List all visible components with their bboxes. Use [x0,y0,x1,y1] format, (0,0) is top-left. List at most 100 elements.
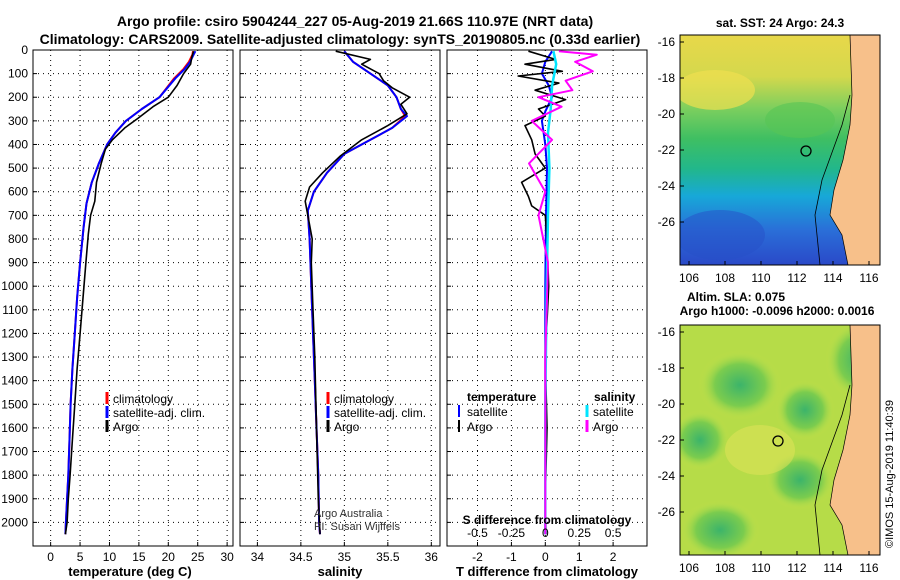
lat-tick-label: -16 [658,35,676,49]
sla-map: Altim. SLA: 0.075 Argo h1000: -0.0096 h2… [658,290,881,575]
depth-tick-label: 200 [8,90,28,104]
salinity-tick-labels: 34 34.5 35 35.5 36 [251,550,439,564]
temperature-profiles [64,50,197,535]
series-line [528,50,598,535]
lon-tick-label: 110 [751,271,770,285]
sst-bathymetry-contour [814,94,851,265]
depth-tick-label: 100 [8,67,28,81]
legend-salinity-title: salinity [594,390,636,404]
series-line [304,50,411,535]
argo-australia-credit: Argo Australia [314,508,383,520]
t-difference-axis-label: T difference from climatology [456,564,639,579]
legend-s-satellite: satellite [593,405,634,419]
sst-lat-ticks: -16 -18 -20 -22 -24 -26 [658,35,684,229]
lon-tick-label: 112 [787,271,806,285]
salinity-profiles [304,50,411,535]
lon-tick-label: 108 [715,561,735,575]
header-title: Argo profile: csiro 5904244_227 05-Aug-2… [117,13,593,29]
x-tick-label: 30 [220,550,234,564]
lon-tick-label: 108 [715,271,735,285]
s-tick-label: 0 [542,526,549,540]
depth-tick-label: 0 [21,43,28,57]
x-tick-label: 36 [425,550,439,564]
sla-lon-ticks: 106 108 110 112 114 116 [679,551,879,575]
depth-tick-label: 600 [8,185,28,199]
salinity-panel: 34 34.5 35 35.5 36 climatology satellite-adj… [239,49,441,579]
depth-tick-labels: 0 100 200 300 400 500 600 700 800 900 1000 1100 1200… [1,43,28,529]
depth-tick-label: 500 [8,161,28,175]
x-tick-label: 1 [576,550,583,564]
lat-tick-label: -24 [658,179,676,193]
lat-tick-label: -20 [658,107,676,121]
legend-argo: Argo [334,420,360,434]
temperature-panel: 0100200300400500600700800900100011001200… [1,43,234,579]
x-tick-label: 0 [47,550,54,564]
x-tick-label: 20 [162,550,176,564]
depth-tick-label: 1100 [2,303,28,317]
depth-tick-label: 1800 [1,468,28,482]
sla-float-marker [772,435,784,447]
depth-tick-label: 300 [8,114,28,128]
legend-temperature-title: temperature [467,390,537,404]
s-difference-tick-labels: -0.5 -0.25 0 0.25 0.5 [467,526,622,540]
s-difference-axis-label: S difference from climatology [463,513,632,527]
lat-tick-label: -24 [658,469,676,483]
sst-lon-ticks: 106 108 110 112 114 116 [679,261,879,285]
salinity-axis-label: salinity [318,564,364,579]
legend-s-argo: Argo [593,420,619,434]
x-tick-label: 34 [251,550,265,564]
lon-tick-label: 114 [823,561,842,575]
depth-tick-label: 2000 [1,515,28,529]
lat-tick-label: -20 [658,397,676,411]
depth-tick-label: 800 [8,232,28,246]
sla-land [829,325,880,555]
lon-tick-label: 106 [679,561,699,575]
temperature-grid [33,49,233,546]
x-tick-label: 0 [542,550,549,564]
lon-tick-label: 114 [823,271,842,285]
lat-tick-label: -26 [658,505,676,519]
x-tick-label: 10 [103,550,117,564]
salinity-legend: climatology satellite-adj. clim. Argo [326,392,426,434]
difference-tick-labels: -2 -1 0 1 2 [472,550,617,564]
depth-tick-label: 400 [8,137,28,151]
lat-tick-label: -18 [658,71,676,85]
sla-bathymetry-contour [814,384,851,555]
x-tick-label: 5 [77,550,84,564]
lon-tick-label: 110 [751,561,770,575]
header-subtitle: Climatology: CARS2009. Satellite-adjuste… [40,31,641,47]
lat-tick-label: -16 [658,325,676,339]
temperature-tick-labels: 0 5 10 15 20 25 30 [47,550,234,564]
series-line [64,51,194,535]
series-line [517,50,567,535]
depth-tick-label: 1600 [1,421,28,435]
s-tick-label: -0.5 [467,526,488,540]
x-tick-label: 15 [132,550,146,564]
x-tick-label: 35 [338,550,352,564]
series-line [64,50,197,535]
legend-climatology: climatology [113,392,173,406]
salinity-plot-frame [239,49,441,547]
series-line [64,50,195,535]
difference-profiles [517,50,598,535]
legend-t-satellite: satellite [467,405,508,419]
legend-satellite: satellite-adj. clim. [113,406,205,420]
s-tick-label: -0.25 [498,526,526,540]
sst-map: sat. SST: 24 Argo: 24.3 -16-18-20-22-24-… [658,16,881,285]
depth-tick-label: 1200 [1,326,28,340]
depth-tick-label: 1400 [1,374,28,388]
depth-tick-label: 1500 [1,397,28,411]
difference-panel: -2 -1 0 1 2 temperature satellite Argo salin… [446,49,648,579]
pi-credit: PI: Susan Wijffels [314,521,400,533]
depth-tick-label: 1300 [1,350,28,364]
depth-tick-label: 1900 [1,492,28,506]
sla-lat-ticks: -16 -18 -20 -22 -24 -26 [658,325,684,519]
x-tick-label: 35.5 [376,550,400,564]
sla-map-subtitle: Argo h1000: -0.0096 h2000: 0.0016 [680,304,875,318]
depth-tick-label: 1000 [1,279,28,293]
legend-t-argo: Argo [467,420,493,434]
lat-tick-label: -26 [658,215,676,229]
s-tick-label: 0.5 [605,526,622,540]
imos-credit: ©IMOS 15-Aug-2019 11:40:39 [884,400,896,548]
